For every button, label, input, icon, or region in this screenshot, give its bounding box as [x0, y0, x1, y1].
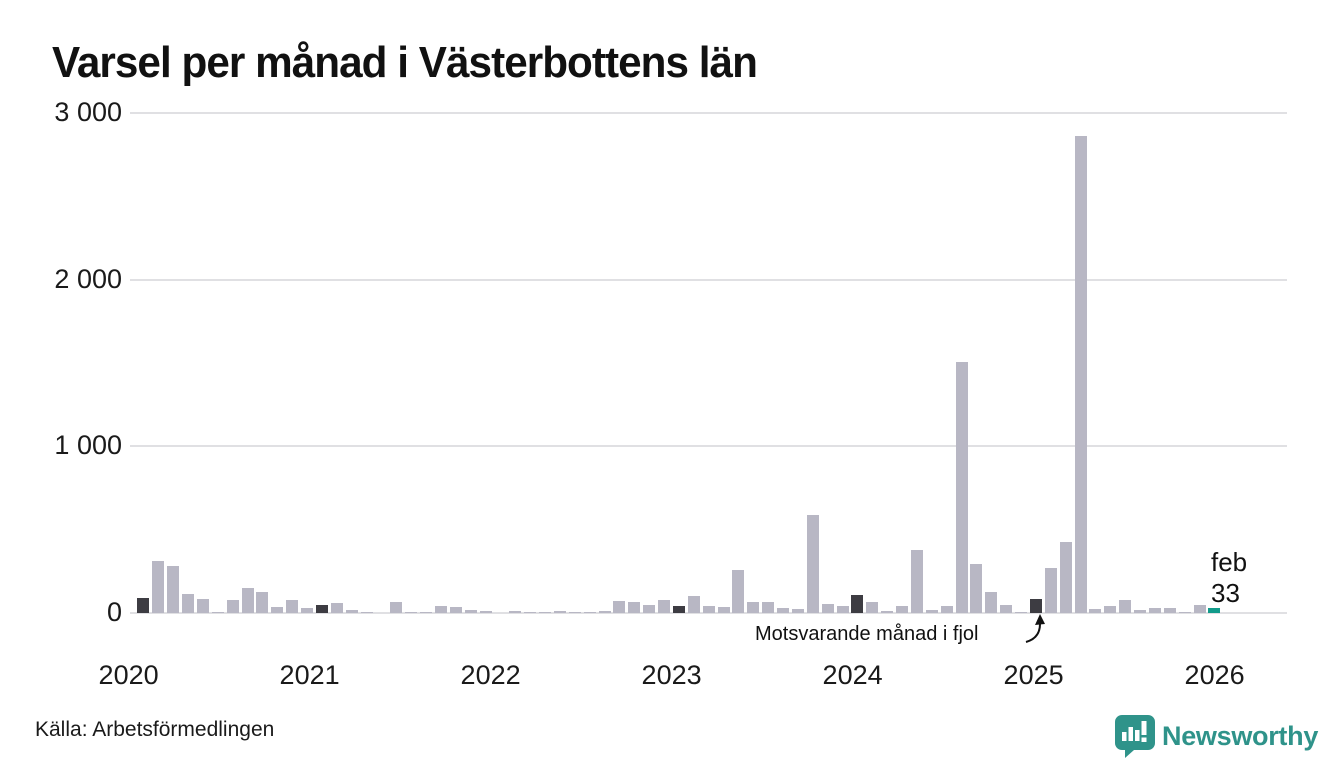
bar-2021-m8	[405, 612, 418, 613]
bar-2024-m8	[940, 606, 953, 613]
x-tick-label-2023: 2023	[641, 660, 702, 690]
bar-2024-m7	[925, 609, 938, 613]
bar-2020-m4	[167, 565, 180, 613]
bar-2022-m3	[509, 611, 522, 613]
bar-2022-m11	[628, 602, 641, 613]
bar-2024-m6	[910, 550, 923, 613]
bar-2020-m5	[182, 593, 195, 613]
gridline-2000	[130, 278, 1287, 281]
bar-2021-m12	[464, 610, 477, 613]
bar-2023-m9	[777, 608, 790, 613]
x-tick-label-2024: 2024	[822, 660, 883, 690]
bar-2021-m7	[390, 602, 403, 613]
newsworthy-logo: Newsworthy	[1113, 712, 1318, 760]
newsworthy-wordmark: Newsworthy	[1162, 720, 1319, 751]
newsworthy-bubble-icon	[1115, 715, 1155, 758]
bar-2022-m4	[524, 612, 537, 613]
x-tick-label-2021: 2021	[279, 660, 340, 690]
bar-2025-m6	[1089, 609, 1102, 613]
bar-2023-m12	[821, 603, 834, 613]
bar-2025-m2	[1029, 599, 1042, 613]
bar-2023-m1	[658, 600, 671, 613]
bar-2023-m10	[791, 609, 804, 613]
bar-2022-m12	[643, 605, 656, 613]
bar-2022-m1	[479, 611, 492, 613]
bar-2022-m8	[583, 612, 596, 613]
x-tick-label-2026: 2026	[1184, 660, 1245, 690]
x-tick-label-2022: 2022	[460, 660, 521, 690]
latest-bar-label: feb 33	[1211, 547, 1247, 609]
source-caption: Källa: Arbetsförmedlingen	[35, 718, 275, 741]
bar-2023-m2	[672, 605, 685, 613]
bar-2020-m6	[196, 598, 209, 613]
gridline-1000	[130, 445, 1287, 448]
x-tick-label-2020: 2020	[98, 660, 159, 690]
bar-2023-m5	[717, 607, 730, 613]
bar-2025-m12	[1178, 612, 1191, 613]
bar-2020-m7	[211, 612, 224, 613]
chart-title: Varsel per månad i Västerbottens län	[52, 38, 758, 87]
bar-2020-m12	[286, 599, 299, 613]
bar-2025-m1	[1015, 612, 1028, 613]
y-tick-label-1000: 1 000	[54, 430, 122, 461]
bar-2024-m4	[881, 611, 894, 613]
bar-2022-m10	[613, 601, 626, 613]
bar-2021-m3	[330, 602, 343, 613]
y-tick-label-3000: 3 000	[54, 97, 122, 127]
latest-bar-month: feb	[1211, 547, 1248, 577]
bar-2025-m4	[1059, 541, 1072, 613]
bar-2024-m5	[896, 606, 909, 613]
bar-2021-m4	[345, 610, 358, 613]
bar-2025-m7	[1104, 606, 1117, 613]
bar-2024-m3	[866, 601, 879, 613]
bar-2023-m8	[762, 602, 775, 613]
bar-2020-m8	[226, 599, 239, 613]
y-tick-label-2000: 2 000	[54, 263, 122, 294]
bar-2026-m2	[1208, 607, 1221, 613]
bar-2025-m11	[1163, 608, 1176, 613]
y-tick-label-0: 0	[106, 597, 122, 627]
prior-year-annotation: Motsvarande månad i fjol	[755, 623, 979, 645]
bar-2022-m5	[539, 612, 552, 613]
bar-2023-m7	[747, 602, 760, 613]
bar-2024-m11	[985, 591, 998, 613]
bar-2024-m1	[836, 606, 849, 613]
gridline-3000	[130, 112, 1287, 114]
bar-2024-m10	[970, 564, 983, 613]
x-tick-label-2025: 2025	[1003, 660, 1064, 690]
bar-2025-m8	[1119, 600, 1132, 613]
latest-bar-value: 33	[1211, 578, 1240, 608]
bar-2022-m7	[568, 611, 581, 613]
bar-2023-m11	[806, 514, 819, 613]
bar-2020-m10	[256, 592, 269, 613]
gridline-0	[130, 612, 1287, 614]
bar-2023-m3	[687, 596, 700, 613]
bar-2020-m3	[152, 561, 165, 613]
bar-2025-m10	[1148, 608, 1161, 613]
bar-2025-m5	[1074, 135, 1087, 613]
bar-2026-m1	[1193, 605, 1206, 613]
bar-2020-m2	[137, 598, 150, 613]
bar-2021-m5	[360, 611, 373, 613]
bar-2022-m9	[598, 610, 611, 613]
bar-2021-m2	[315, 604, 328, 613]
bar-2021-m9	[420, 612, 433, 613]
bar-2023-m4	[702, 605, 715, 613]
bar-2023-m6	[732, 570, 745, 613]
bar-2022-m6	[553, 610, 566, 613]
bar-2021-m11	[449, 607, 462, 613]
bar-2020-m9	[241, 588, 254, 613]
bar-2024-m2	[851, 594, 864, 613]
bar-2021-m1	[301, 608, 314, 613]
bar-2025-m3	[1044, 568, 1057, 613]
bar-2024-m9	[955, 362, 968, 613]
bar-2021-m10	[434, 606, 447, 613]
bar-2020-m11	[271, 607, 284, 613]
bar-2024-m12	[1000, 605, 1013, 613]
bar-2025-m9	[1134, 610, 1147, 613]
